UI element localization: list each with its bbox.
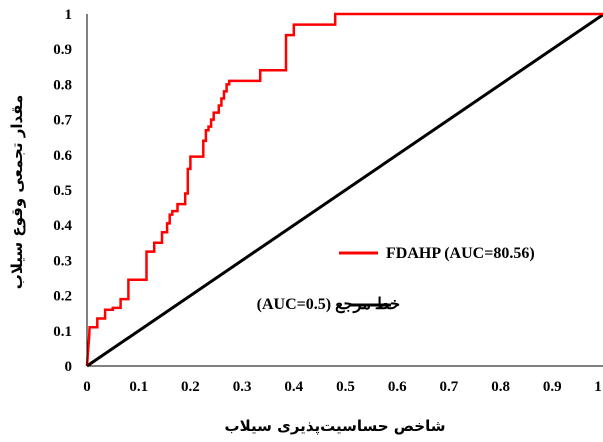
x-tick-label: 0.8: [491, 379, 510, 395]
y-tick-label: 0.2: [53, 289, 72, 305]
legend-label-reference: خط مرجع (AUC=0.5): [257, 296, 400, 314]
y-axis-title: مقدار تجمعی وقوع سیلاب: [8, 95, 26, 289]
x-tick-label: 0.6: [388, 379, 407, 395]
x-axis-title: شاخص حساسیت‌پذیری سیلاب: [225, 417, 446, 436]
y-tick-label: 0.7: [53, 113, 72, 129]
y-tick-label: 0.1: [53, 324, 72, 340]
x-tick-label: 0: [83, 379, 91, 395]
x-tick-label: 0.9: [543, 379, 562, 395]
y-tick-label: 1: [65, 7, 73, 23]
y-tick-labels: 0 0.1 0.2 0.3 0.4 0.5 0.6 0.7 0.8 0.9 1: [53, 7, 72, 375]
x-tick-label: 0.7: [440, 379, 459, 395]
y-tick-label: 0.4: [53, 218, 72, 234]
x-tick-labels: 0 0.1 0.2 0.3 0.4 0.5 0.6 0.7 0.8 0.9 1: [83, 379, 602, 395]
axes: [86, 14, 603, 367]
x-tick-label: 1: [594, 379, 602, 395]
x-tick-label: 0.5: [336, 379, 355, 395]
series-line-fdahp: [85, 12, 603, 367]
x-tick-label: 0.2: [181, 379, 200, 395]
series-line-reference: [86, 12, 603, 368]
x-tick-label: 0.3: [233, 379, 252, 395]
y-tick-label: 0.5: [53, 183, 72, 199]
y-tick-label: 0.8: [53, 77, 72, 93]
y-tick-label: 0.6: [53, 148, 72, 164]
y-tick-label: 0.9: [53, 42, 72, 58]
x-tick-label: 0.1: [129, 379, 148, 395]
legend: FDAHP (AUC=80.56) خط مرجع (AUC=0.5): [257, 245, 535, 314]
legend-label-fdahp: FDAHP (AUC=80.56): [386, 245, 535, 262]
y-tick-label: 0: [65, 359, 73, 375]
plot-lines: [85, 12, 603, 368]
x-tick-label: 0.4: [284, 379, 303, 395]
y-tick-label: 0.3: [53, 253, 72, 269]
